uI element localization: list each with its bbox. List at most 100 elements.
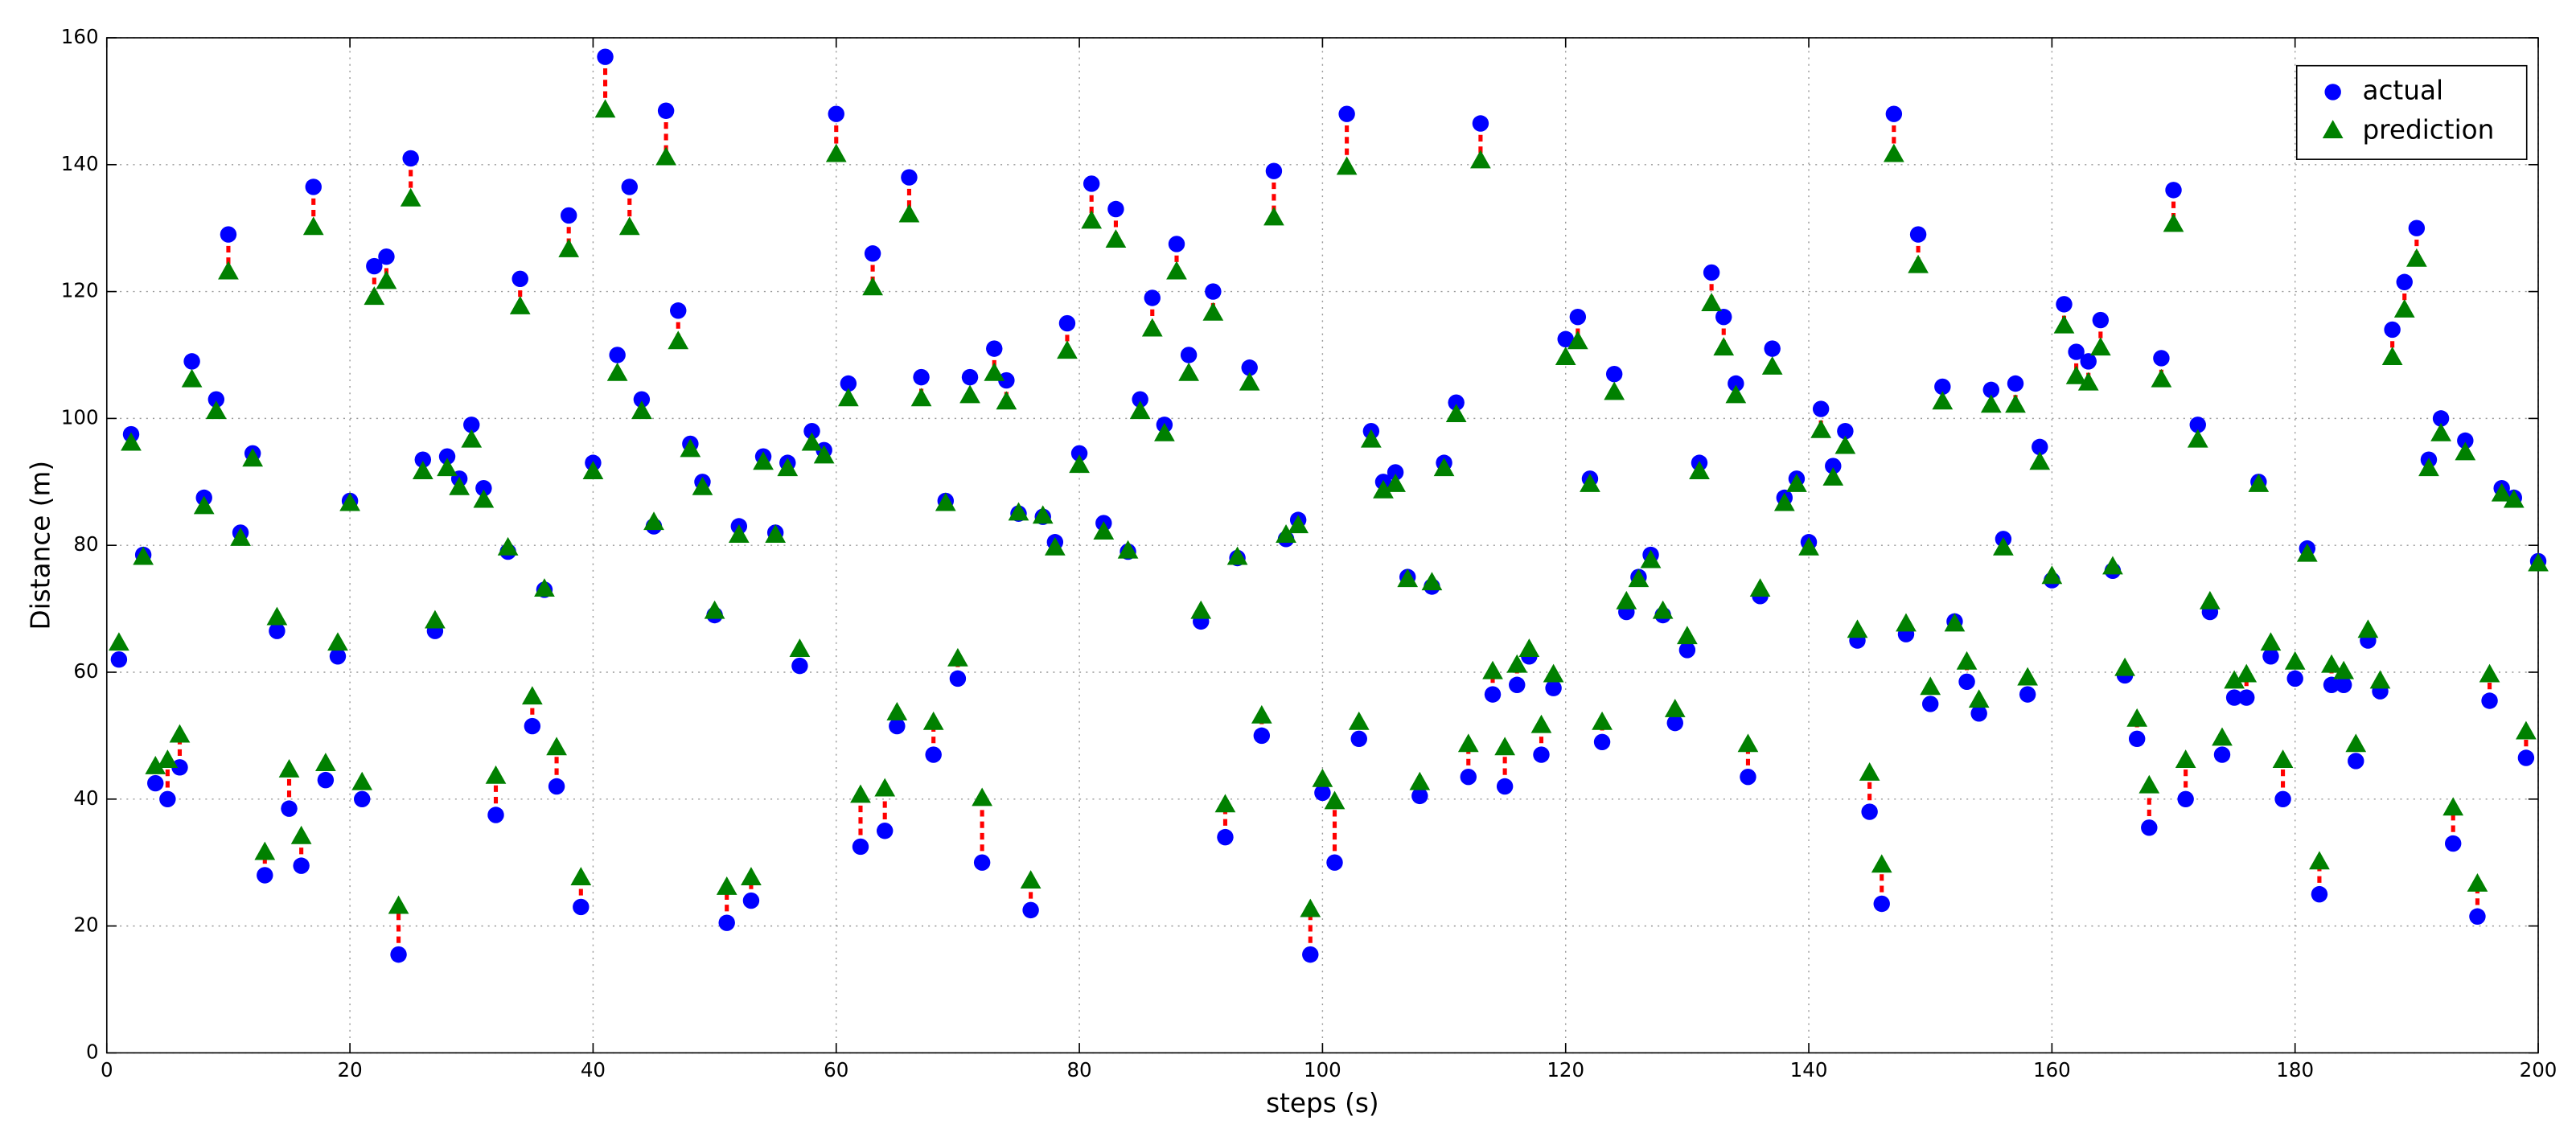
point-prediction [521, 686, 543, 705]
point-prediction [509, 296, 531, 314]
point-prediction [1713, 337, 1735, 356]
point-actual [1970, 705, 1987, 722]
point-prediction [570, 867, 592, 886]
point-actual [1496, 778, 1514, 795]
point-prediction [1105, 229, 1127, 248]
point-prediction [534, 578, 555, 597]
point-prediction [412, 461, 433, 480]
point-actual [402, 150, 419, 167]
point-actual [329, 648, 347, 665]
x-tick-label: 20 [338, 1058, 363, 1081]
point-actual [548, 778, 565, 795]
point-actual [1350, 730, 1367, 748]
point-actual [1885, 105, 1903, 122]
point-prediction [862, 277, 883, 296]
point-prediction [1226, 546, 1248, 565]
point-prediction [290, 825, 312, 844]
point-prediction [984, 362, 1005, 381]
point-prediction [2491, 482, 2512, 502]
point-prediction [473, 489, 495, 508]
point-prediction [935, 492, 956, 511]
x-tick-label: 200 [2520, 1058, 2558, 1081]
point-actual [1484, 686, 1502, 703]
point-actual [1448, 394, 1465, 411]
point-prediction [1117, 540, 1139, 559]
point-prediction [655, 146, 676, 166]
point-prediction [1883, 143, 1904, 162]
point-prediction [254, 841, 276, 860]
point-actual [1058, 314, 1076, 332]
point-prediction [1859, 761, 1880, 781]
point-prediction [2321, 654, 2342, 673]
point-prediction [1810, 419, 1832, 438]
point-actual [633, 391, 651, 408]
point-actual [269, 622, 286, 639]
x-tick-label: 40 [581, 1058, 606, 1081]
point-prediction [218, 261, 239, 280]
point-actual [973, 854, 991, 871]
point-actual [378, 248, 395, 265]
point-actual [852, 838, 869, 856]
point-prediction [449, 476, 470, 495]
point-prediction [2260, 632, 2282, 651]
point-actual [1265, 162, 1283, 179]
point-prediction [1057, 340, 1078, 359]
point-actual [1460, 768, 1477, 786]
point-prediction [1020, 870, 1041, 889]
point-actual [718, 914, 735, 931]
point-prediction [1276, 524, 1296, 543]
point-prediction [1652, 600, 1674, 619]
point-prediction [1433, 458, 1455, 477]
point-prediction [2102, 556, 2123, 575]
point-prediction [121, 432, 142, 451]
point-actual [1764, 340, 1781, 357]
point-prediction [425, 609, 446, 629]
point-actual [925, 746, 942, 763]
point-prediction [2345, 733, 2367, 753]
point-prediction [2187, 429, 2208, 448]
point-prediction [1251, 704, 1272, 724]
point-actual [1144, 289, 1161, 306]
point-prediction [1871, 854, 1892, 873]
point-prediction [1421, 572, 1443, 591]
point-actual [2262, 648, 2279, 665]
y-axis-label: Distance (m) [25, 461, 55, 630]
point-actual [2177, 790, 2194, 808]
point-actual [2335, 676, 2352, 693]
point-prediction [1761, 355, 1783, 375]
point-actual [901, 169, 918, 186]
point-prediction [1288, 515, 1309, 534]
point-prediction [801, 432, 823, 451]
point-prediction [1324, 790, 1346, 810]
point-actual [2080, 353, 2097, 370]
x-tick-label: 140 [1790, 1058, 1828, 1081]
point-prediction [2333, 660, 2355, 679]
point-actual [609, 347, 626, 363]
point-prediction [753, 451, 774, 470]
x-axis-label: steps (s) [1266, 1088, 1379, 1118]
point-actual [1605, 365, 1623, 383]
point-prediction [874, 778, 896, 797]
point-prediction [109, 632, 129, 651]
point-prediction [947, 647, 968, 667]
point-actual [475, 479, 492, 497]
point-actual [1958, 673, 1975, 691]
y-tick-label: 100 [61, 405, 99, 429]
point-prediction [1749, 578, 1771, 597]
point-prediction [1592, 711, 1613, 730]
point-actual [1533, 746, 1550, 763]
point-actual [159, 790, 176, 808]
point-prediction [2248, 473, 2270, 492]
point-actual [2189, 417, 2206, 433]
point-prediction [181, 368, 203, 388]
point-prediction [1190, 600, 1212, 619]
point-actual [2153, 350, 2170, 367]
point-prediction [1069, 454, 1090, 474]
point-prediction [400, 187, 421, 207]
point-prediction [2503, 489, 2525, 508]
point-actual [573, 898, 590, 916]
point-actual [1837, 422, 1854, 440]
point-actual [2068, 343, 2085, 360]
point-prediction [1178, 362, 1199, 381]
